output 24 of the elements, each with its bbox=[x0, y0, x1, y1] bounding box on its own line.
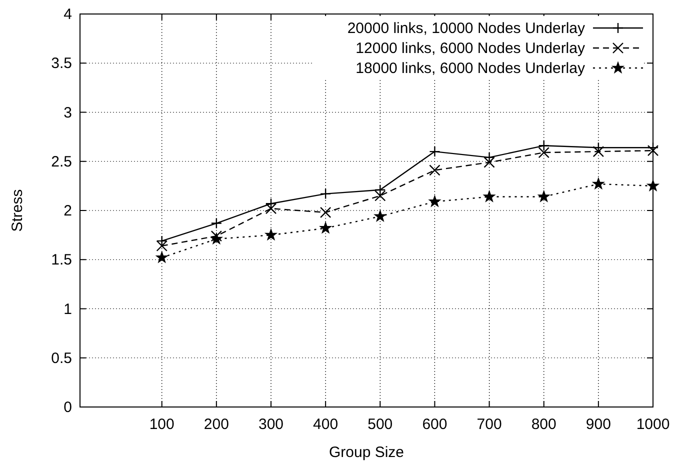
x-axis-title: Group Size bbox=[328, 444, 404, 461]
legend-label: 20000 links, 10000 Nodes Underlay bbox=[347, 20, 586, 37]
x-tick-label: 700 bbox=[476, 416, 502, 433]
x-tick-label: 200 bbox=[204, 416, 229, 433]
y-tick-label: 0.5 bbox=[51, 350, 72, 367]
legend-label: 18000 links, 6000 Nodes Underlay bbox=[356, 60, 586, 77]
y-axis-title: Stress bbox=[9, 189, 26, 232]
x-tick-label: 900 bbox=[586, 416, 611, 433]
y-tick-label: 2 bbox=[64, 202, 72, 220]
y-tick-label: 1.5 bbox=[51, 252, 72, 269]
y-tick-label: 2.5 bbox=[51, 153, 72, 170]
x-tick-label: 1000 bbox=[636, 416, 670, 433]
x-tick-label: 400 bbox=[313, 416, 338, 433]
x-tick-label: 500 bbox=[368, 416, 393, 433]
x-tick-label: 800 bbox=[531, 416, 556, 433]
y-tick-label: 0 bbox=[64, 399, 72, 416]
y-tick-label: 3.5 bbox=[51, 55, 72, 72]
y-tick-label: 3 bbox=[64, 104, 72, 122]
x-tick-label: 100 bbox=[149, 416, 174, 433]
x-tick-label: 600 bbox=[422, 416, 448, 433]
x-tick-label: 300 bbox=[258, 416, 284, 433]
legend-label: 12000 links, 6000 Nodes Underlay bbox=[356, 40, 586, 57]
y-tick-label: 4 bbox=[64, 6, 72, 23]
y-tick-label: 1 bbox=[64, 300, 72, 318]
